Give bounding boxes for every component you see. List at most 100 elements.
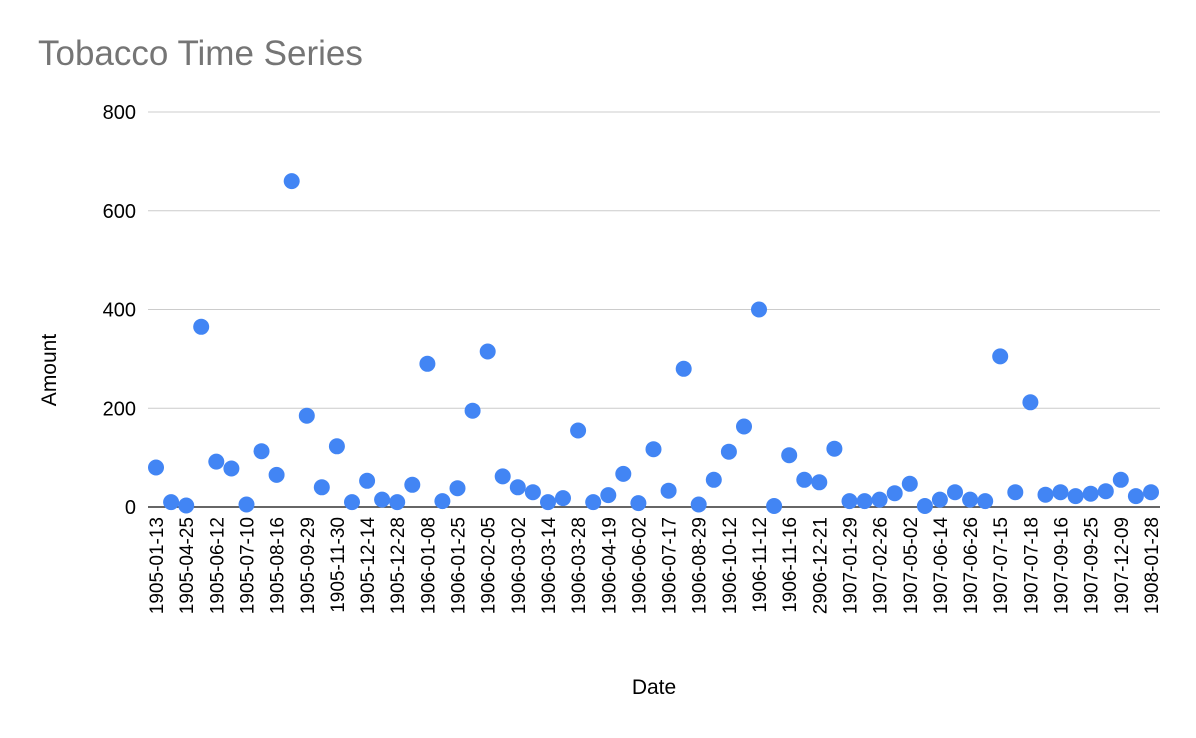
data-point xyxy=(1052,484,1069,501)
y-tick-label: 0 xyxy=(125,497,136,519)
x-tick-label: 1905-06-12 xyxy=(207,517,228,614)
data-point xyxy=(419,355,436,372)
data-point xyxy=(600,487,617,504)
data-point xyxy=(509,479,526,496)
data-point xyxy=(163,494,180,511)
data-point xyxy=(464,402,481,419)
data-point xyxy=(313,479,330,496)
x-tick-label: 1906-03-02 xyxy=(509,517,530,614)
x-tick-label: 1906-06-02 xyxy=(629,517,650,614)
x-tick-label: 1907-06-14 xyxy=(931,517,952,615)
gridlines xyxy=(148,111,1160,508)
data-point xyxy=(223,460,240,477)
data-point xyxy=(1127,488,1144,505)
x-tick-label: 1907-01-29 xyxy=(841,517,862,614)
data-point xyxy=(449,480,466,497)
data-point xyxy=(253,443,270,460)
x-tick-label: 1905-07-10 xyxy=(238,517,259,614)
x-tick-label: 1906-08-29 xyxy=(690,517,711,614)
x-tick-label: 1907-09-16 xyxy=(1052,517,1073,614)
data-point xyxy=(947,484,963,501)
y-tick-label: 800 xyxy=(103,102,136,124)
data-point xyxy=(660,482,677,499)
data-point xyxy=(555,490,571,507)
x-tick-label: 1906-04-19 xyxy=(599,517,620,614)
x-tick-label: 1907-06-26 xyxy=(961,517,982,614)
x-tick-label: 1906-03-28 xyxy=(569,517,590,614)
x-tick-label: 1908-01-28 xyxy=(1142,517,1163,614)
x-tick-label: 1906-10-12 xyxy=(720,517,741,614)
data-point xyxy=(916,498,933,514)
data-point xyxy=(931,491,948,508)
data-point xyxy=(992,348,1009,365)
data-point xyxy=(208,453,225,470)
data-point xyxy=(826,440,843,457)
x-tick-label: 1907-12-09 xyxy=(1112,517,1133,614)
data-point xyxy=(1082,485,1099,502)
x-tick-label: 1905-12-14 xyxy=(358,517,379,615)
x-tick-label: 1905-08-16 xyxy=(268,517,289,614)
data-point xyxy=(811,474,828,491)
data-point xyxy=(1112,471,1129,488)
data-point xyxy=(570,422,587,439)
data-point xyxy=(238,496,255,513)
x-tick-label: 1907-05-02 xyxy=(901,517,922,614)
data-point xyxy=(675,360,692,377)
x-tick-label: 1906-11-16 xyxy=(780,517,801,613)
x-tick-label: 1905-09-29 xyxy=(298,517,319,614)
data-point xyxy=(690,496,707,513)
data-point xyxy=(374,491,391,508)
data-point xyxy=(404,476,421,493)
data-point xyxy=(901,475,918,492)
x-axis-label: Date xyxy=(632,676,676,699)
x-tick-label: 1906-01-25 xyxy=(449,517,470,614)
x-tick-label: 1905-04-25 xyxy=(177,517,198,614)
data-point xyxy=(359,472,376,489)
data-point xyxy=(871,491,888,508)
y-tick-label: 400 xyxy=(103,300,136,322)
data-point xyxy=(178,497,195,514)
x-tick-label: 1907-07-15 xyxy=(991,517,1012,614)
data-point xyxy=(1067,488,1084,505)
x-tick-label: 1906-11-12 xyxy=(750,517,771,613)
data-point xyxy=(389,494,406,511)
data-point xyxy=(705,471,722,488)
data-point xyxy=(886,485,903,502)
x-tick-label: 1907-02-26 xyxy=(871,517,892,614)
data-point xyxy=(781,447,798,464)
data-point xyxy=(1143,484,1159,501)
data-point xyxy=(1037,486,1054,503)
data-point xyxy=(615,465,632,482)
data-point xyxy=(766,498,783,514)
x-tick-label: 1906-07-17 xyxy=(660,517,681,614)
data-point xyxy=(736,418,752,435)
data-point xyxy=(630,495,647,512)
y-tick-label: 600 xyxy=(103,201,136,223)
data-point xyxy=(645,441,662,458)
data-point xyxy=(268,466,285,483)
x-tick-label: 2906-12-21 xyxy=(810,517,831,614)
chart-title: Tobacco Time Series xyxy=(38,34,363,73)
x-tick-label: 1906-02-05 xyxy=(479,517,500,614)
data-point xyxy=(148,459,164,476)
data-point xyxy=(841,493,858,510)
data-point xyxy=(524,484,541,501)
x-tick-label: 1907-09-25 xyxy=(1082,517,1103,614)
data-point xyxy=(720,443,737,460)
data-point xyxy=(328,438,345,455)
x-tick-label: 1906-03-14 xyxy=(539,517,560,615)
data-point xyxy=(193,318,210,335)
y-tick-label: 200 xyxy=(103,398,136,420)
data-point xyxy=(540,494,556,511)
data-point xyxy=(1097,483,1114,500)
x-tick-label: 1905-11-30 xyxy=(328,517,349,613)
x-tick-label: 1905-01-13 xyxy=(147,517,168,614)
data-point xyxy=(494,468,511,485)
x-axis-ticks: 1905-01-13 1905-04-25 1905-06-12 1905-07-10… xyxy=(147,517,1163,615)
data-point xyxy=(585,494,602,511)
data-point xyxy=(751,301,767,318)
data-point xyxy=(977,493,994,510)
y-axis-ticks: 0 200 400 600 800 xyxy=(103,102,136,519)
data-points xyxy=(148,173,1159,514)
